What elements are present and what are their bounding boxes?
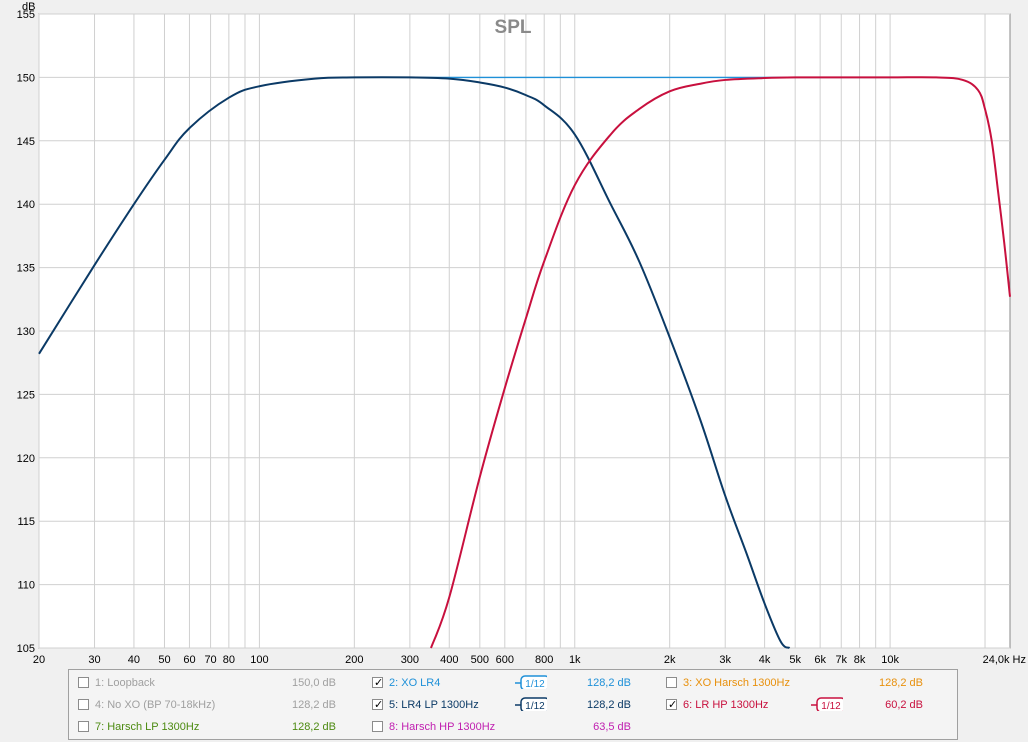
legend-item[interactable]: 5: LR4 LP 1300Hz 128,2 dB (372, 696, 631, 714)
x-tick-label: 60 (183, 654, 195, 666)
x-tick-label: 30 (88, 654, 100, 666)
badge-text: 1/12 (525, 679, 545, 689)
x-tick-label: 20 (33, 654, 45, 666)
x-tick-label: 5k (789, 654, 801, 666)
x-tick-label: 2k (664, 654, 676, 666)
y-tick-label: 110 (17, 580, 35, 592)
y-axis-label: dB (22, 1, 35, 13)
y-tick-label: 155 (17, 9, 35, 21)
x-tick-label: 10k (881, 654, 899, 666)
legend-item[interactable]: 8: Harsch HP 1300Hz 63,5 dB (372, 718, 631, 736)
legend-label: 6: LR HP 1300Hz (683, 699, 769, 711)
legend-item[interactable]: 6: LR HP 1300Hz 60,2 dB (666, 696, 923, 714)
badge-box (816, 697, 843, 711)
smoothing-badge[interactable]: 1/12 (515, 675, 547, 689)
x-tick-label: 70 (204, 654, 216, 666)
legend-value: 128,2 dB (291, 699, 336, 711)
legend-value: 128,2 dB (878, 677, 923, 689)
smoothing-badge[interactable]: 1/12 (811, 697, 843, 711)
series-line-3 (430, 76, 1011, 649)
legend-label: 8: Harsch HP 1300Hz (389, 721, 496, 733)
legend-label: 7: Harsch LP 1300Hz (95, 721, 200, 733)
legend-label: 2: XO LR4 (389, 677, 441, 689)
x-tick-label: 3k (719, 654, 731, 666)
legend-checkbox[interactable] (78, 699, 89, 710)
legend-value: 128,2 dB (291, 721, 336, 733)
y-tick-label: 145 (17, 136, 35, 148)
legend-checkbox[interactable] (78, 677, 89, 688)
grid (38, 13, 1010, 649)
y-tick-label: 120 (17, 453, 35, 465)
legend-item[interactable]: 4: No XO (BP 70-18kHz) 128,2 dB (78, 696, 336, 714)
legend-item[interactable]: 7: Harsch LP 1300Hz 128,2 dB (78, 718, 336, 736)
legend-checkbox[interactable] (666, 696, 677, 714)
legend-checkbox[interactable] (666, 677, 677, 688)
y-tick-label: 125 (17, 389, 35, 401)
legend-value: 128,2 dB (586, 677, 631, 689)
badge-box (520, 675, 547, 689)
x-tick-label: 8k (854, 654, 866, 666)
badge-text: 1/12 (525, 701, 545, 711)
y-tick-label: 105 (17, 643, 35, 655)
legend-value: 128,2 dB (586, 699, 631, 711)
x-tick-label: 7k (835, 654, 847, 666)
x-tick-label: 200 (345, 654, 363, 666)
legend-value: 63,5 dB (593, 721, 631, 733)
series-line-2 (38, 76, 791, 649)
legend-label: 5: LR4 LP 1300Hz (389, 699, 479, 711)
x-tick-label: 6k (814, 654, 826, 666)
legend-checkbox[interactable] (372, 721, 383, 732)
x-tick-label: 24,0k Hz (983, 654, 1026, 666)
spl-chart: 105 110 115 120 125 130 135 140 145 150 155 20 30 40… (17, 1, 1026, 666)
x-tick-label: 300 (401, 654, 419, 666)
badge-text: 1/12 (821, 701, 841, 711)
legend-label: 3: XO Harsch 1300Hz (683, 677, 790, 689)
x-tick-label: 500 (471, 654, 489, 666)
x-tick-label: 50 (158, 654, 170, 666)
legend-value: 60,2 dB (885, 699, 923, 711)
x-axis-ticks: 20 30 40 50 60 70 80 100 200 300 400 500 600 800 1k 2k 3… (33, 654, 1026, 666)
series-layer (38, 76, 1011, 649)
legend-checkbox[interactable] (372, 674, 383, 692)
x-tick-label: 40 (128, 654, 140, 666)
y-tick-label: 115 (17, 516, 35, 528)
legend-panel: 1: Loopback 150,0 dB 2: XO LR4 128,2 dB 1/12… (68, 669, 958, 740)
x-tick-label: 80 (223, 654, 235, 666)
x-tick-label: 400 (440, 654, 458, 666)
legend-checkbox[interactable] (78, 721, 89, 732)
legend-item[interactable]: 2: XO LR4 128,2 dB (372, 674, 631, 692)
x-tick-label: 4k (759, 654, 771, 666)
y-tick-label: 130 (17, 326, 35, 338)
badge-box (520, 697, 547, 711)
x-tick-label: 100 (250, 654, 268, 666)
legend-item[interactable]: 3: XO Harsch 1300Hz 128,2 dB (666, 674, 923, 692)
y-tick-label: 150 (17, 72, 35, 84)
legend-value: 150,0 dB (291, 677, 336, 689)
chart-title: SPL (495, 17, 532, 38)
y-tick-label: 140 (17, 199, 35, 211)
y-tick-label: 135 (17, 263, 35, 275)
legend-checkbox[interactable] (372, 696, 383, 714)
legend-item[interactable]: 1: Loopback 150,0 dB (78, 674, 336, 692)
x-tick-label: 800 (535, 654, 553, 666)
smoothing-badge[interactable]: 1/12 (515, 697, 547, 711)
legend-label: 1: Loopback (95, 677, 155, 689)
x-tick-label: 600 (496, 654, 514, 666)
legend-label: 4: No XO (BP 70-18kHz) (95, 699, 216, 711)
y-axis-ticks: 105 110 115 120 125 130 135 140 145 150 155 (17, 9, 35, 655)
x-tick-label: 1k (569, 654, 581, 666)
